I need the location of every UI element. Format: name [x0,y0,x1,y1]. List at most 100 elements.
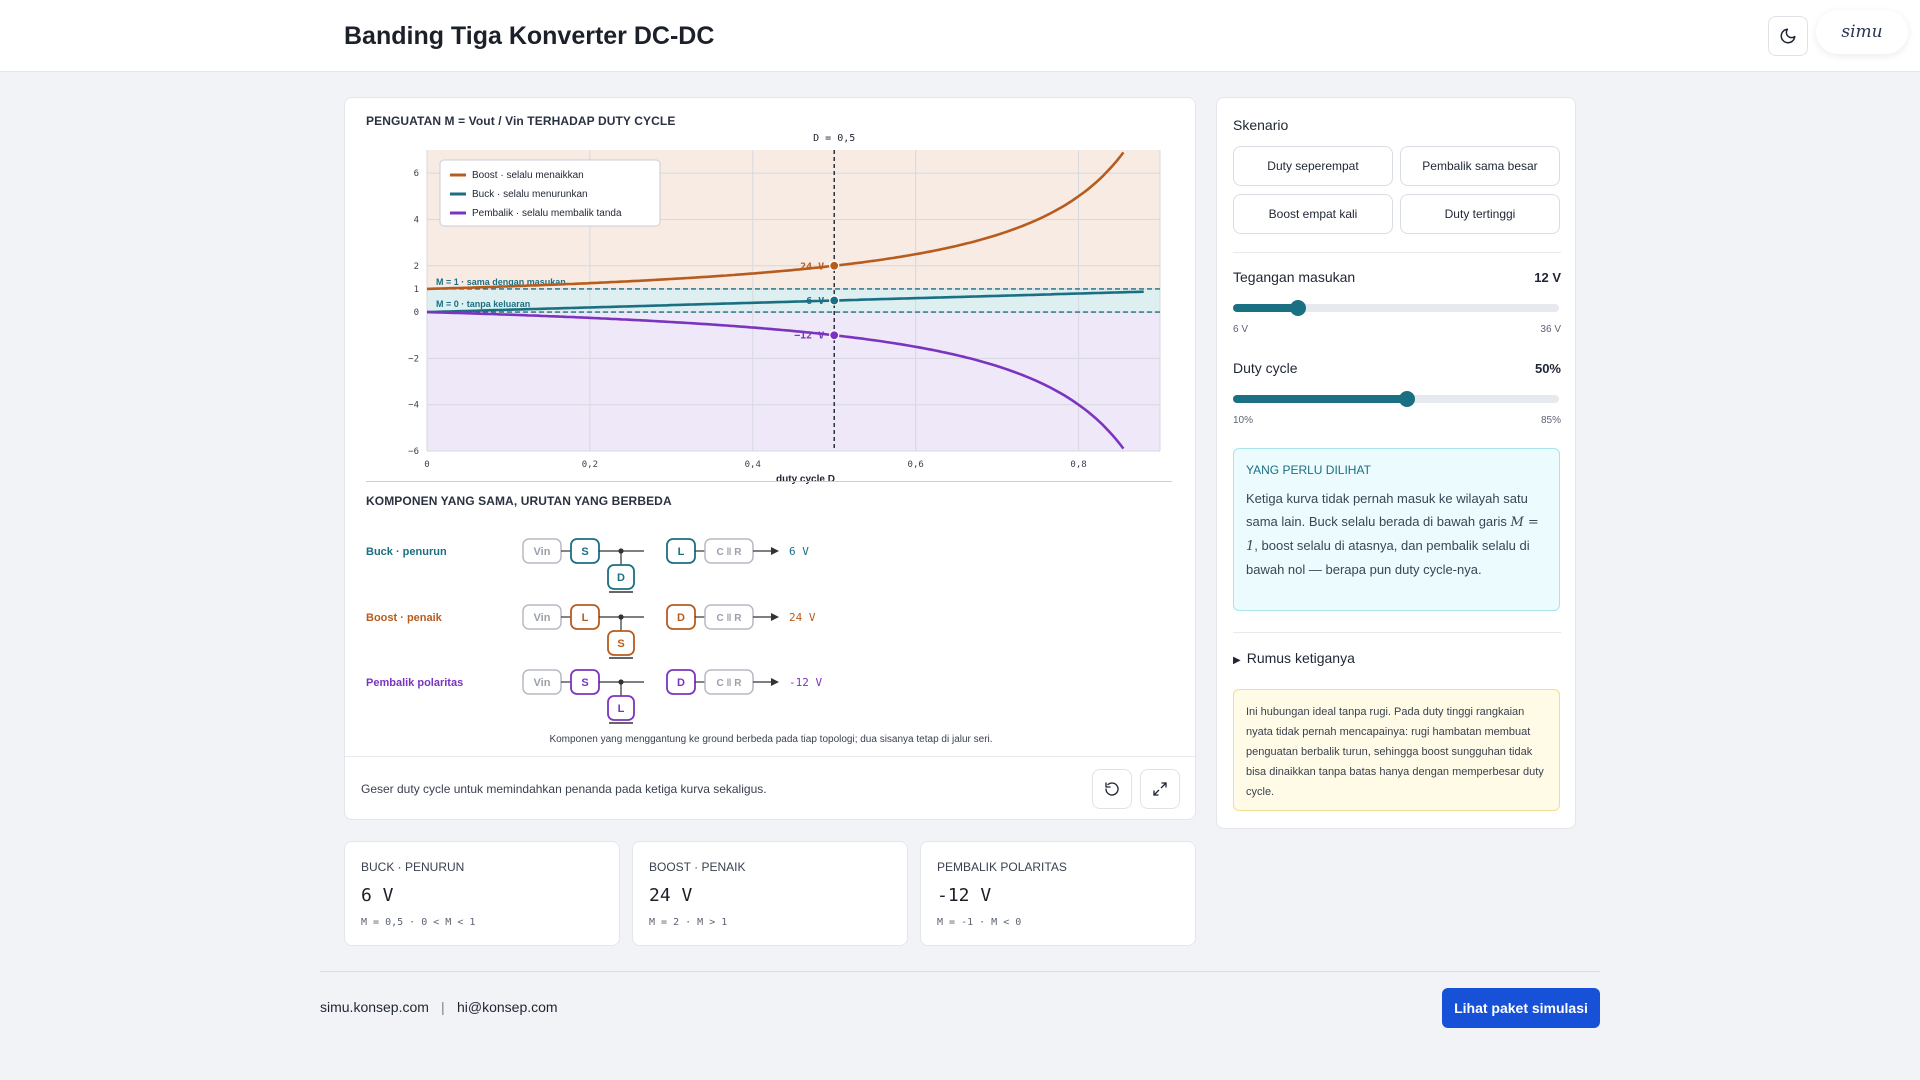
buck-marker-label: 6 V [806,296,824,307]
duty-slider-thumb[interactable] [1398,391,1415,407]
vin-slider-fill [1233,304,1299,312]
duty-slider-fill [1233,395,1407,403]
series-component-label: L [582,612,589,624]
reference-label-m0: M = 0 · tanpa keluaran [436,299,530,309]
shunt-component [607,695,635,721]
page-title: Banding Tiga Konverter DC-DC [344,22,715,50]
boost-marker-label: 24 V [800,261,824,272]
logo[interactable]: simu [1816,10,1908,54]
y-tick-label: −4 [408,401,419,411]
inverter-topology: Pembalik polaritas Vin S L D C ǁ R -12 V [366,669,822,724]
stat-value: 24 V [649,885,693,906]
vin-min: 6 V [1233,324,1249,335]
x-axis-label: duty cycle D [776,474,835,485]
logo-text: simu [1841,22,1883,42]
shunt-component-label: L [618,703,625,715]
buck-marker [829,295,840,306]
inverter-curve [427,310,1125,450]
topology-label: Boost · penaik [366,612,443,624]
x-tick-label: 0,6 [908,460,924,470]
series-component-label: S [581,546,588,558]
reset-button[interactable] [1092,769,1132,809]
topology-label: Buck · penurun [366,546,447,558]
legend-entry: Pembalik · selalu membalik tanda [472,208,622,219]
stat-label: BUCK · PENURUN [361,860,465,874]
shunt-component [607,564,635,590]
stat-label: BOOST · PENAIK [649,860,746,874]
arrow-icon [771,678,779,686]
stat-sub: M = 2 · M > 1 [649,917,728,928]
vin-slider-thumb[interactable] [1290,300,1307,316]
theme-toggle-button[interactable] [1768,16,1808,56]
y-tick-label: 1 [414,285,419,295]
footer-divider [320,971,1600,972]
y-tick-label: 2 [414,262,419,272]
y-tick-label: 6 [414,169,419,179]
legend-box [439,159,661,227]
formulas-label: Rumus ketiganya [1246,650,1355,666]
stat-value: -12 V [937,885,992,906]
warning-text: Ini hubungan ideal tanpa rugi. Pada duty… [1246,706,1544,798]
topology-diagram: Buck · penurun Vin S D L C ǁ R 6 V Boost · pena… [366,538,822,724]
reset-icon [1105,782,1119,796]
load-label: C ǁ R [717,678,743,689]
stat-label: PEMBALIK POLARITAS [937,860,1067,874]
x-tick-label: 0,8 [1070,460,1086,470]
after-component-label: L [678,546,685,558]
chart-card-footer: Geser duty cycle untuk memindahkan penan… [345,756,1197,821]
footer-hint: Geser duty cycle untuk memindahkan penan… [361,782,767,796]
load-label: C ǁ R [717,547,743,558]
output-voltage: 24 V [789,611,816,624]
inverter-marker [829,330,840,341]
control-panel: Skenario Duty seperempat Pembalik sama b… [1216,97,1576,829]
view-packages-button[interactable]: Lihat paket simulasi [1442,988,1600,1028]
series-component-label: S [581,677,588,689]
inverter-marker-label: −12 V [794,331,824,342]
stat-value: 6 V [361,885,394,906]
legend-entry: Boost · selalu menaikkan [472,170,584,181]
section-divider [366,481,1172,482]
scenario-button-quarter-duty[interactable]: Duty seperempat [1233,146,1393,186]
after-component-label: D [677,612,685,624]
formulas-toggle[interactable]: ▶ Rumus ketiganya [1233,650,1355,666]
topology-note: Komponen yang menggantung ke ground berb… [549,734,993,745]
scenario-button-boost-four[interactable]: Boost empat kali [1233,194,1393,234]
y-tick-label: −6 [408,447,419,457]
reference-label-m1: M = 1 · sama dengan masukan [436,277,566,287]
fullscreen-button[interactable] [1140,769,1180,809]
topology-section-title: KOMPONEN YANG SAMA, URUTAN YANG BERBEDA [366,494,672,508]
buck-topology: Buck · penurun Vin S D L C ǁ R 6 V [366,538,809,593]
x-tick-label: 0,4 [745,460,761,470]
y-tick-label: −2 [408,354,419,364]
divider [1233,632,1561,633]
boost-curve [427,151,1125,291]
scenario-button-equal-inverter[interactable]: Pembalik sama besar [1400,146,1560,186]
footer-email-link[interactable]: hi@konsep.com [457,999,558,1015]
y-tick-label: 4 [414,215,419,225]
arrow-icon [771,613,779,621]
vin-value: 12 V [1534,270,1561,285]
stat-sub: M = 0,5 · 0 < M < 1 [361,917,476,928]
vin-label: Tegangan masukan [1233,269,1356,285]
gain-chart[interactable]: 0 0,2 0,4 0,6 0,8 6 4 2 1 0 −2 −4 −6 duty cycle D M = … [345,98,1197,498]
vin-slider[interactable] [1233,300,1559,316]
load-label: C ǁ R [717,613,743,624]
duty-value: 50% [1534,361,1561,376]
buck-curve [427,290,1144,314]
boost-topology: Boost · penaik Vin L S D C ǁ R 24 V [366,604,816,659]
divider [1233,252,1561,253]
top-bar: Banding Tiga Konverter DC-DC simu [0,0,1920,72]
scenario-title: Skenario [1233,117,1289,133]
legend-entry: Buck · selalu menurunkan [472,189,588,200]
stat-card-buck: BUCK · PENURUN 6 V M = 0,5 · 0 < M < 1 [344,841,620,946]
scenario-button-max-duty[interactable]: Duty tertinggi [1400,194,1560,234]
y-tick-label: 0 [414,308,419,318]
insight-title: YANG PERLU DILIHAT [1246,463,1371,477]
footer-site-link[interactable]: simu.konsep.com [320,999,429,1015]
duty-min: 10% [1233,415,1254,426]
boost-marker [829,260,840,271]
footer-separator: | [441,999,445,1015]
duty-slider[interactable] [1233,391,1559,407]
duty-max: 85% [1540,415,1561,426]
warning-box: Ini hubungan ideal tanpa rugi. Pada duty… [1233,689,1560,811]
